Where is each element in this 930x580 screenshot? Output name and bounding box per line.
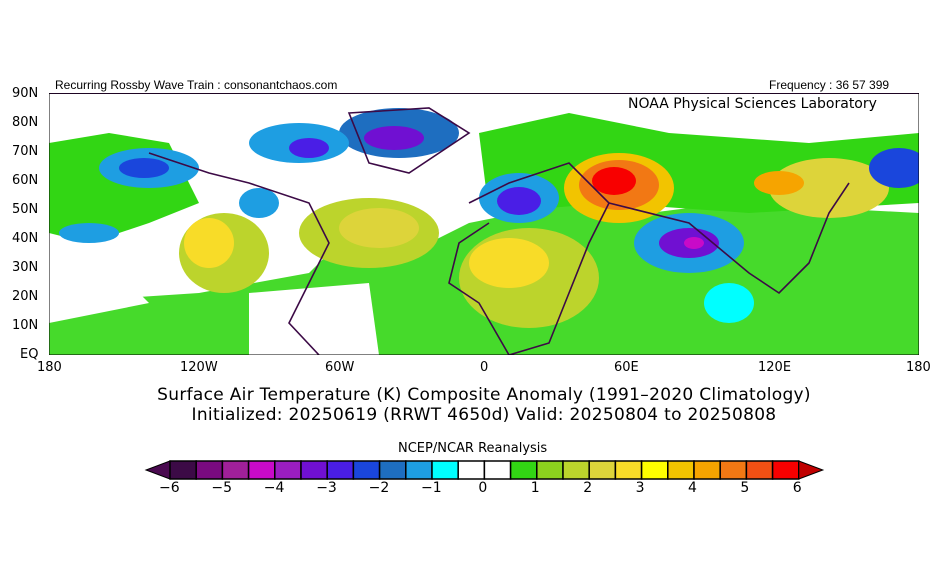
lon-label: 180	[906, 360, 930, 375]
colorbar-swatch	[640, 460, 669, 480]
lat-label: 70N	[12, 144, 39, 159]
colorbar-tick-label: −6	[159, 480, 180, 496]
colorbar-swatch	[536, 460, 564, 480]
colorbar-swatch	[457, 460, 486, 480]
lat-label: 30N	[12, 260, 39, 275]
lab-credit: NOAA Physical Sciences Laboratory	[626, 96, 879, 112]
colorbar-swatch	[326, 460, 355, 480]
colorbar-over-arrow	[798, 460, 825, 480]
colorbar-swatch	[352, 460, 381, 480]
colorbar-swatch	[719, 460, 748, 480]
colorbar-swatch	[509, 460, 538, 480]
lat-label: 20N	[12, 289, 39, 304]
colorbar	[144, 460, 825, 480]
colorbar-swatch	[247, 460, 276, 480]
colorbar-tick-label: 3	[635, 480, 645, 496]
coastlines	[148, 107, 850, 355]
colorbar-tick-label: 4	[688, 480, 697, 496]
colorbar-swatch	[588, 460, 617, 480]
colorbar-swatch	[483, 460, 512, 480]
colorbar-swatch	[431, 460, 459, 480]
lat-label: 60N	[12, 173, 39, 188]
colorbar-swatch	[221, 460, 250, 480]
chart-subtitle: Initialized: 20250619 (RRWT 4650d) Valid…	[191, 405, 777, 425]
lon-label: 180	[37, 360, 62, 375]
colorbar-swatch	[614, 460, 643, 480]
colorbar-tick-label: 6	[792, 480, 802, 496]
colorbar-swatch	[378, 460, 407, 480]
lon-label: 120E	[758, 360, 792, 375]
lon-label: 60E	[614, 360, 639, 375]
lat-label: 40N	[12, 231, 39, 246]
colorbar-tick-label: −5	[211, 480, 233, 496]
lat-label: 10N	[12, 318, 39, 333]
colorbar-tick-label: 1	[530, 480, 540, 496]
colorbar-tick-label: 0	[478, 480, 488, 496]
colorbar-tick-label: −1	[421, 480, 442, 496]
colorbar-title: NCEP/NCAR Reanalysis	[398, 441, 548, 456]
colorbar-swatch	[667, 460, 695, 480]
colorbar-tick-label: −3	[316, 480, 337, 496]
lat-label: EQ	[20, 347, 39, 362]
colorbar-swatch	[562, 460, 590, 480]
colorbar-swatch	[745, 460, 774, 480]
colorbar-swatch	[771, 460, 800, 480]
colorbar-tick-label: −4	[263, 480, 285, 496]
anomaly-fields	[49, 108, 919, 355]
colorbar-under-arrow	[144, 460, 171, 480]
colorbar-tick-label: −2	[368, 480, 390, 496]
colorbar-swatch	[274, 460, 302, 480]
colorbar-tick-label: 2	[583, 480, 593, 496]
colorbar-tick-label: 5	[740, 480, 750, 496]
lon-label: 60W	[325, 360, 355, 375]
colorbar-swatch	[693, 460, 721, 480]
temperature-anomaly-map	[49, 93, 919, 355]
frequency-label: Frequency : 36 57 399	[769, 78, 890, 92]
colorbar-swatch	[195, 460, 224, 480]
chart-title: Surface Air Temperature (K) Composite An…	[157, 385, 811, 405]
source-credit: Recurring Rossby Wave Train : consonantc…	[55, 78, 338, 92]
lon-label: 0	[480, 360, 489, 375]
lon-label: 120W	[180, 360, 218, 375]
colorbar-swatch	[169, 460, 197, 480]
lat-label: 80N	[12, 115, 39, 130]
colorbar-swatch	[300, 460, 328, 480]
colorbar-swatch	[405, 460, 433, 480]
lat-label: 50N	[12, 202, 39, 217]
lat-label: 90N	[12, 86, 39, 101]
